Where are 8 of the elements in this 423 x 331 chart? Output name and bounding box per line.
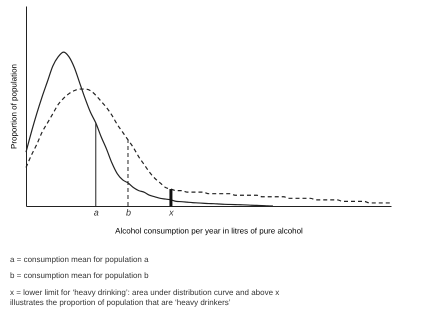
- x-tick-label: a: [94, 208, 99, 218]
- y-axis-title: Proportion of population: [10, 64, 18, 149]
- text: x = lower limit for ‘heavy drinking’: area under distribution curve and above x illustrates the proportion of population that are ‘heavy drinkers’: [10, 288, 280, 309]
- x-tick-label: b: [126, 208, 131, 218]
- text: a = consumption mean for population a: [10, 255, 150, 266]
- x-axis-title: Alcohol consumption per year in litres of pure alcohol: [115, 226, 304, 236]
- x-tick-label: x: [168, 208, 174, 218]
- text: b = consumption mean for population b: [10, 271, 150, 282]
